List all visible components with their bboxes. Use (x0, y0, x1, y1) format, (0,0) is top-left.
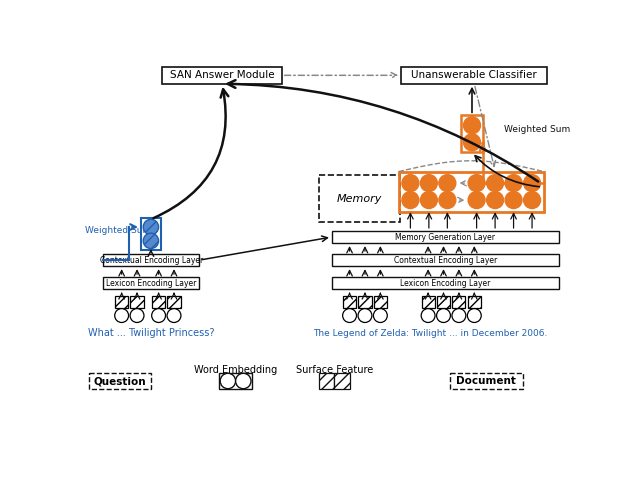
Text: The Legend of Zelda: Twilight ... in December 2006.: The Legend of Zelda: Twilight ... in Dec… (312, 329, 547, 338)
FancyArrowPatch shape (228, 80, 538, 181)
Circle shape (505, 175, 522, 192)
Text: What ... Twilight Princess?: What ... Twilight Princess? (88, 328, 214, 338)
FancyArrowPatch shape (475, 156, 540, 187)
Circle shape (420, 192, 437, 208)
Bar (332, 254, 559, 266)
Text: Unanswerable Classifier: Unanswerable Classifier (412, 70, 537, 80)
Circle shape (505, 192, 522, 208)
Circle shape (130, 309, 144, 323)
Bar (152, 296, 165, 308)
Circle shape (402, 175, 419, 192)
Bar (461, 115, 483, 152)
Circle shape (468, 192, 485, 208)
Circle shape (463, 117, 481, 134)
Bar (437, 296, 450, 308)
Circle shape (467, 309, 481, 323)
Text: Lexicon Encoding Layer: Lexicon Encoding Layer (106, 279, 196, 288)
Circle shape (436, 309, 451, 323)
Text: Weighted Sum: Weighted Sum (504, 125, 570, 134)
Bar (115, 296, 128, 308)
Bar (468, 296, 481, 308)
Circle shape (420, 175, 437, 192)
Text: Question: Question (94, 376, 147, 386)
Bar (131, 296, 143, 308)
Bar (103, 277, 200, 289)
Circle shape (468, 175, 485, 192)
Circle shape (486, 192, 504, 208)
Bar (103, 254, 200, 266)
Circle shape (524, 175, 541, 192)
Bar (332, 231, 559, 243)
Text: Surface Feature: Surface Feature (296, 365, 372, 375)
Circle shape (486, 175, 504, 192)
Bar (401, 67, 547, 84)
Circle shape (143, 219, 159, 235)
Bar (358, 296, 371, 308)
Circle shape (524, 192, 541, 208)
Bar (141, 218, 161, 250)
Text: Memory Generation Layer: Memory Generation Layer (396, 232, 495, 241)
Bar (334, 373, 349, 389)
Circle shape (220, 373, 236, 389)
Bar (399, 171, 543, 212)
Circle shape (115, 309, 129, 323)
Circle shape (452, 309, 466, 323)
Text: Memory: Memory (337, 193, 382, 204)
Bar (343, 296, 356, 308)
Circle shape (152, 309, 166, 323)
Bar (374, 296, 387, 308)
Bar (319, 373, 334, 389)
Bar (452, 296, 465, 308)
Text: Contextual Encoding Layer: Contextual Encoding Layer (394, 256, 497, 264)
Circle shape (439, 192, 456, 208)
Circle shape (167, 309, 181, 323)
Circle shape (463, 134, 481, 151)
Text: Contextual Encoding Layer: Contextual Encoding Layer (100, 256, 203, 264)
Bar (163, 67, 282, 84)
Bar (422, 296, 435, 308)
Bar (332, 277, 559, 289)
Circle shape (421, 309, 435, 323)
Text: Weighted Sum: Weighted Sum (86, 227, 152, 235)
Bar (450, 373, 523, 389)
Text: Lexicon Encoding Layer: Lexicon Encoding Layer (400, 279, 491, 288)
Circle shape (358, 309, 372, 323)
FancyArrowPatch shape (154, 89, 228, 218)
Circle shape (236, 373, 251, 389)
Text: SAN Answer Module: SAN Answer Module (170, 70, 275, 80)
Circle shape (439, 175, 456, 192)
Bar (319, 175, 399, 222)
Text: Word Embedding: Word Embedding (194, 365, 277, 375)
Text: Document: Document (456, 376, 516, 386)
Bar (90, 373, 151, 389)
Bar (220, 372, 252, 389)
Circle shape (402, 192, 419, 208)
Bar (168, 296, 180, 308)
Circle shape (143, 233, 159, 249)
Circle shape (373, 309, 387, 323)
Circle shape (342, 309, 356, 323)
